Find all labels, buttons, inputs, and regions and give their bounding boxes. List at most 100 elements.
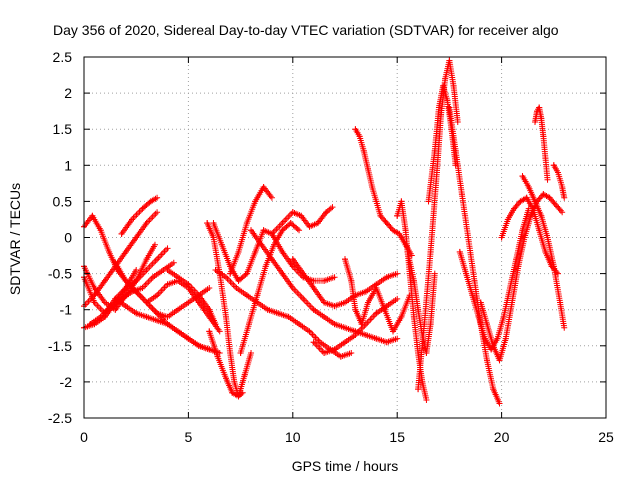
data-point — [101, 277, 108, 284]
data-point — [498, 234, 505, 241]
series-prn-p — [227, 183, 275, 277]
data-point — [425, 198, 432, 205]
data-point — [529, 205, 536, 212]
data-point — [356, 133, 363, 140]
data-point — [394, 212, 401, 219]
data-point — [164, 321, 171, 328]
data-point — [147, 198, 154, 205]
y-axis-label: SDTVAR / TECUs — [7, 183, 23, 295]
series-prn-w — [352, 126, 415, 259]
data-point — [423, 350, 430, 357]
data-point — [300, 295, 307, 302]
data-point — [139, 285, 146, 292]
data-point — [195, 292, 202, 299]
data-point — [471, 277, 478, 284]
x-tick-label: 10 — [285, 429, 301, 445]
data-point — [515, 263, 522, 270]
data-point — [561, 324, 568, 331]
data-point — [210, 234, 217, 241]
data-point — [310, 306, 317, 313]
data-point — [185, 281, 192, 288]
data-point — [532, 118, 539, 125]
data-point — [552, 202, 559, 209]
y-tick-label: -2.5 — [48, 410, 72, 426]
data-point — [527, 212, 534, 219]
data-point — [91, 299, 98, 306]
data-point — [285, 313, 292, 320]
data-point — [511, 205, 518, 212]
data-point — [342, 324, 348, 331]
data-point — [289, 209, 296, 216]
y-tick-label: 2.5 — [53, 49, 73, 65]
data-point — [442, 75, 449, 82]
data-point — [431, 147, 438, 154]
data-point — [502, 335, 509, 342]
data-point — [143, 299, 150, 306]
data-point — [538, 115, 545, 122]
series-prn-k — [164, 266, 219, 328]
data-point — [206, 306, 213, 313]
data-point — [271, 241, 278, 248]
data-point — [310, 277, 317, 284]
data-point — [373, 310, 380, 317]
data-point — [321, 350, 328, 357]
data-point — [170, 259, 177, 266]
data-point — [415, 386, 422, 393]
y-tick-label: 1 — [64, 157, 72, 173]
data-point — [342, 256, 348, 263]
data-point — [402, 227, 409, 234]
data-point — [300, 270, 307, 277]
data-point — [174, 306, 181, 313]
data-point — [185, 335, 192, 342]
data-point — [463, 270, 470, 277]
data-point — [106, 248, 113, 255]
y-tick-label: 2 — [64, 85, 72, 101]
series-prn-i — [112, 295, 223, 357]
data-point — [446, 104, 453, 111]
data-point — [538, 212, 545, 219]
data-point — [440, 82, 447, 89]
data-point — [112, 295, 119, 302]
data-point — [133, 234, 140, 241]
data-point — [348, 350, 355, 357]
data-point — [151, 241, 158, 248]
data-point — [421, 321, 428, 328]
data-point — [519, 227, 526, 234]
data-point — [314, 220, 321, 227]
data-point — [91, 285, 98, 292]
series-prn-z — [415, 57, 461, 393]
series-prn-g — [118, 194, 161, 237]
data-point — [268, 194, 275, 201]
data-point — [433, 169, 440, 176]
data-point — [536, 104, 543, 111]
data-point — [185, 299, 192, 306]
y-tick-label: -1 — [60, 302, 73, 318]
data-point — [544, 234, 551, 241]
data-point — [248, 350, 255, 357]
data-point — [133, 266, 140, 273]
data-point — [222, 313, 229, 320]
data-point — [331, 346, 338, 353]
data-point — [252, 248, 259, 255]
data-point — [352, 126, 359, 133]
data-point — [154, 317, 161, 324]
data-point — [289, 263, 296, 270]
y-tick-label: -1.5 — [48, 338, 72, 354]
data-point — [227, 270, 234, 277]
data-point — [296, 321, 303, 328]
data-point — [154, 292, 161, 299]
data-point — [458, 191, 465, 198]
series-prn-ac — [456, 205, 532, 353]
y-tick-label: -2 — [60, 374, 73, 390]
data-point — [419, 378, 426, 385]
data-point — [454, 118, 461, 125]
data-point — [362, 331, 369, 338]
data-point — [444, 97, 451, 104]
data-point — [248, 227, 255, 234]
data-point — [408, 252, 415, 259]
data-point — [279, 227, 286, 234]
data-point — [496, 357, 503, 364]
data-point — [129, 216, 136, 223]
data-point — [348, 277, 355, 284]
data-point — [235, 393, 242, 400]
